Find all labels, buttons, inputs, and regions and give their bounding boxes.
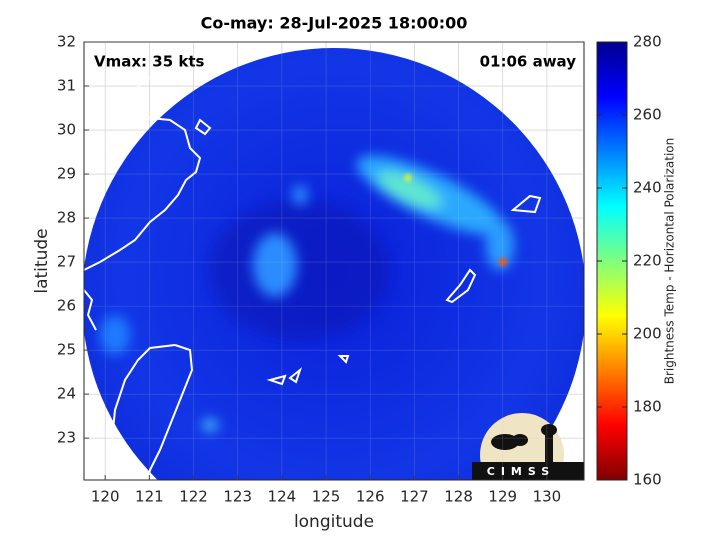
x-tick-label: 125 [312,488,341,506]
x-tick-label: 124 [268,488,297,506]
coastlines [84,42,584,480]
y-tick-label: 26 [57,297,76,315]
colorbar-tick-label: 260 [633,106,662,124]
colorbar-tick-label: 160 [633,471,662,489]
logo-text: CIMSS [487,465,555,478]
satellite-swath: CIMSS [84,42,584,480]
y-tick-label: 31 [57,77,76,95]
colorbar-tick-label: 200 [633,325,662,343]
hot-spot [499,258,507,266]
x-tick-label: 130 [533,488,562,506]
y-tick-label: 32 [57,33,76,51]
grid-overlay [84,41,584,480]
colorbar-tick-label: 240 [633,179,662,197]
y-tick-label: 23 [57,429,76,447]
y-axis-label: latitude [32,228,52,293]
y-tick-label: 25 [57,341,76,359]
x-tick-label: 126 [356,488,385,506]
x-tick-label: 120 [91,488,120,506]
map-title: Co-may: 28-Jul-2025 18:00:00 [201,14,468,33]
intensity-annotation: Vmax: 35 kts [94,53,204,71]
colorbar-label: Brightness Temp - Horizontal Polarizatio… [663,138,677,385]
y-tick-label: 27 [57,253,76,271]
x-tick-label: 127 [400,488,429,506]
y-tick-label: 29 [57,165,76,183]
colorbar-tick-label: 280 [633,33,662,51]
y-tick-label: 24 [57,385,76,403]
plot-frame [83,41,585,481]
x-axis-label: longitude [294,512,374,532]
x-tick-label: 121 [135,488,164,506]
warm-spot [404,174,412,182]
rain-bands [100,155,514,431]
x-tick-label: 129 [488,488,517,506]
cold-core [210,200,390,340]
y-tick-label: 30 [57,121,76,139]
colorbar-tick-label: 220 [633,252,662,270]
x-tick-label: 122 [179,488,208,506]
y-tick-label: 28 [57,209,76,227]
cimss-logo: CIMSS [472,413,584,480]
colorbar-tick-label: 180 [633,398,662,416]
x-tick-label: 128 [444,488,473,506]
x-tick-label: 123 [223,488,252,506]
time-annotation: 01:06 away [480,53,577,71]
